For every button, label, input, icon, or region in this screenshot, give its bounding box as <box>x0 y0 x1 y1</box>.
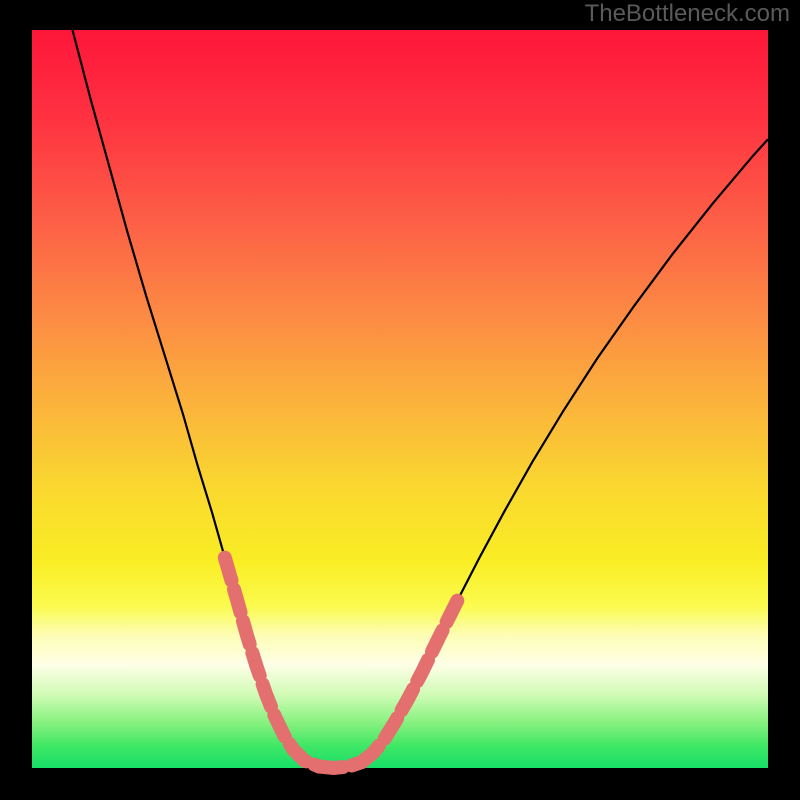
watermark-text: TheBottleneck.com <box>585 0 790 28</box>
chart-svg <box>0 0 800 800</box>
plot-area-rect <box>32 30 768 768</box>
chart-canvas: TheBottleneck.com <box>0 0 800 800</box>
